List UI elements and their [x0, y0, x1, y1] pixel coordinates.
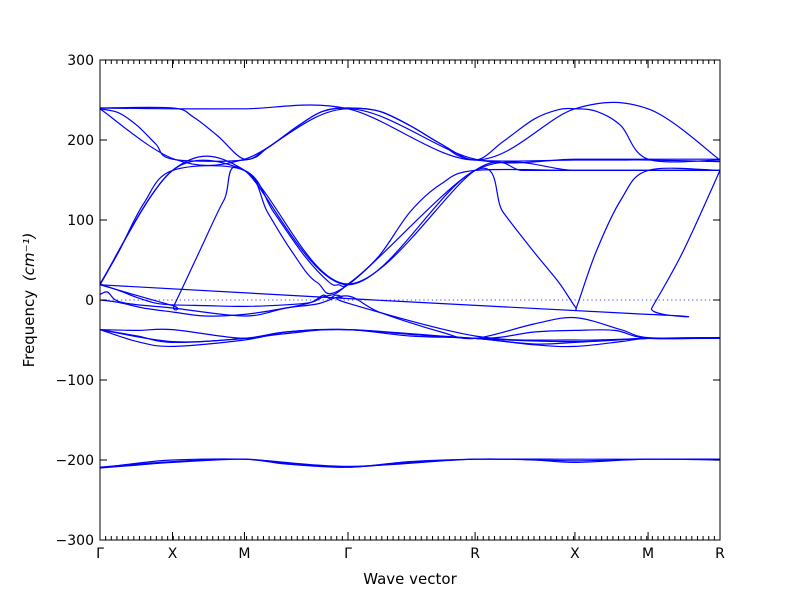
band-line-16 [100, 328, 720, 343]
band-line-14 [100, 328, 720, 348]
axis-ticks [99, 59, 721, 541]
band-line-7 [100, 161, 720, 311]
y-axis-label: Frequency (cm⁻¹) [20, 233, 38, 368]
y-tick-label: 300 [67, 53, 94, 69]
x-tick-label: Γ [344, 546, 352, 562]
x-axis-label: Wave vector [363, 570, 457, 588]
band-line-12 [100, 291, 720, 340]
x-tick-label: Γ [96, 546, 104, 562]
band-line-3 [100, 106, 720, 163]
band-line-5 [100, 165, 720, 288]
y-tick-label: 0 [85, 293, 94, 309]
y-axis-label-unit: (cm⁻¹) [20, 233, 38, 282]
band-line-1 [100, 101, 720, 161]
x-tick-label: X [168, 546, 178, 562]
band-line-9 [100, 170, 720, 318]
plot-frame [99, 59, 721, 541]
x-tick-label: R [715, 546, 725, 562]
x-tick-label: X [570, 546, 580, 562]
band-line-8 [100, 159, 720, 312]
y-tick-label: −300 [56, 533, 94, 549]
x-tick-label: M [238, 546, 250, 562]
y-tick-label: −100 [56, 373, 94, 389]
y-tick-label: −200 [56, 453, 94, 469]
phonon-bands [100, 101, 720, 469]
x-tick-label: R [470, 546, 480, 562]
y-axis-label-text: Frequency [20, 290, 38, 368]
band-line-11 [100, 294, 720, 341]
band-line-19 [100, 458, 720, 468]
x-tick-label: M [642, 546, 654, 562]
y-tick-labels: −300 −200 −100 0 100 200 300 [56, 53, 94, 549]
band-line-10 [100, 283, 349, 308]
y-tick-label: 200 [67, 133, 94, 149]
y-tick-label: 100 [67, 213, 94, 229]
